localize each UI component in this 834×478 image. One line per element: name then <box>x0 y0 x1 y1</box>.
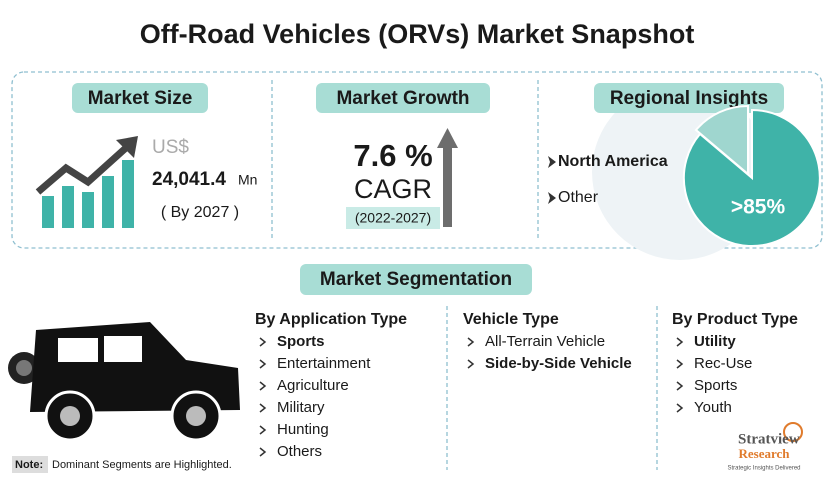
pill <box>300 264 532 295</box>
column-heading: By Application Type <box>255 311 407 328</box>
bullet <box>259 359 267 369</box>
bullet <box>259 425 267 435</box>
pie-minor <box>694 104 749 177</box>
up-arrow <box>443 145 452 227</box>
note-label: Note: <box>15 459 43 471</box>
logo-tagline: Strategic Insights Delivered <box>727 466 800 472</box>
segment: Military <box>277 399 325 416</box>
up-arrow-head <box>437 128 458 148</box>
segment: Hunting <box>277 421 329 438</box>
column-heading: By Product Type <box>672 311 798 328</box>
logo-name: Stratview <box>738 431 800 447</box>
share: >85% <box>731 196 786 219</box>
jeep-icon <box>8 322 240 442</box>
cagr-value: 7.6 % <box>353 138 432 173</box>
period-box <box>346 207 440 229</box>
segment: Rec-Use <box>694 355 752 372</box>
region: North America <box>558 153 668 170</box>
note-box <box>12 456 48 473</box>
bullet <box>676 337 684 347</box>
segment: Sports <box>694 377 737 394</box>
currency: US$ <box>152 137 189 158</box>
period: (2022-2027) <box>355 210 431 226</box>
column-heading: Vehicle Type <box>463 311 559 328</box>
heading: Market Size <box>88 88 193 109</box>
value: 24,041.4 <box>152 169 226 190</box>
logo-sub: Research <box>738 446 790 461</box>
heading: Market Segmentation <box>320 269 512 290</box>
segment: Sports <box>277 333 325 350</box>
bullet <box>467 337 475 347</box>
pie-major <box>682 108 821 247</box>
arrow-head <box>116 136 138 158</box>
top-panel <box>11 71 823 249</box>
cagr-label: CAGR <box>354 174 432 204</box>
trend-arrow <box>35 143 131 195</box>
segment: Utility <box>694 333 736 350</box>
logo-mark <box>783 422 803 442</box>
year: ( By 2027 ) <box>161 204 239 221</box>
title: Off-Road Vehicles (ORVs) Market Snapshot <box>140 19 695 49</box>
pill <box>594 83 784 113</box>
unit: Mn <box>238 172 257 188</box>
heading: Market Growth <box>336 88 469 109</box>
segment: Side-by-Side Vehicle <box>485 355 632 372</box>
bullet <box>676 359 684 369</box>
region-marker <box>548 192 556 204</box>
bullet <box>676 381 684 391</box>
bullet <box>259 337 267 347</box>
bullet <box>259 381 267 391</box>
pill <box>316 83 490 113</box>
heading: Regional Insights <box>610 88 768 109</box>
note-text: Dominant Segments are Highlighted. <box>52 459 232 471</box>
bullet <box>676 403 684 413</box>
pill <box>72 83 208 113</box>
bullet <box>259 447 267 457</box>
segment: All-Terrain Vehicle <box>485 333 605 350</box>
bullet <box>259 403 267 413</box>
region: Other <box>558 189 599 206</box>
segment: Others <box>277 443 322 460</box>
growth-icon <box>42 160 134 228</box>
segment: Youth <box>694 399 732 416</box>
segment: Agriculture <box>277 377 349 394</box>
region-marker <box>548 156 556 168</box>
bullet <box>467 359 475 369</box>
segment: Entertainment <box>277 355 371 372</box>
